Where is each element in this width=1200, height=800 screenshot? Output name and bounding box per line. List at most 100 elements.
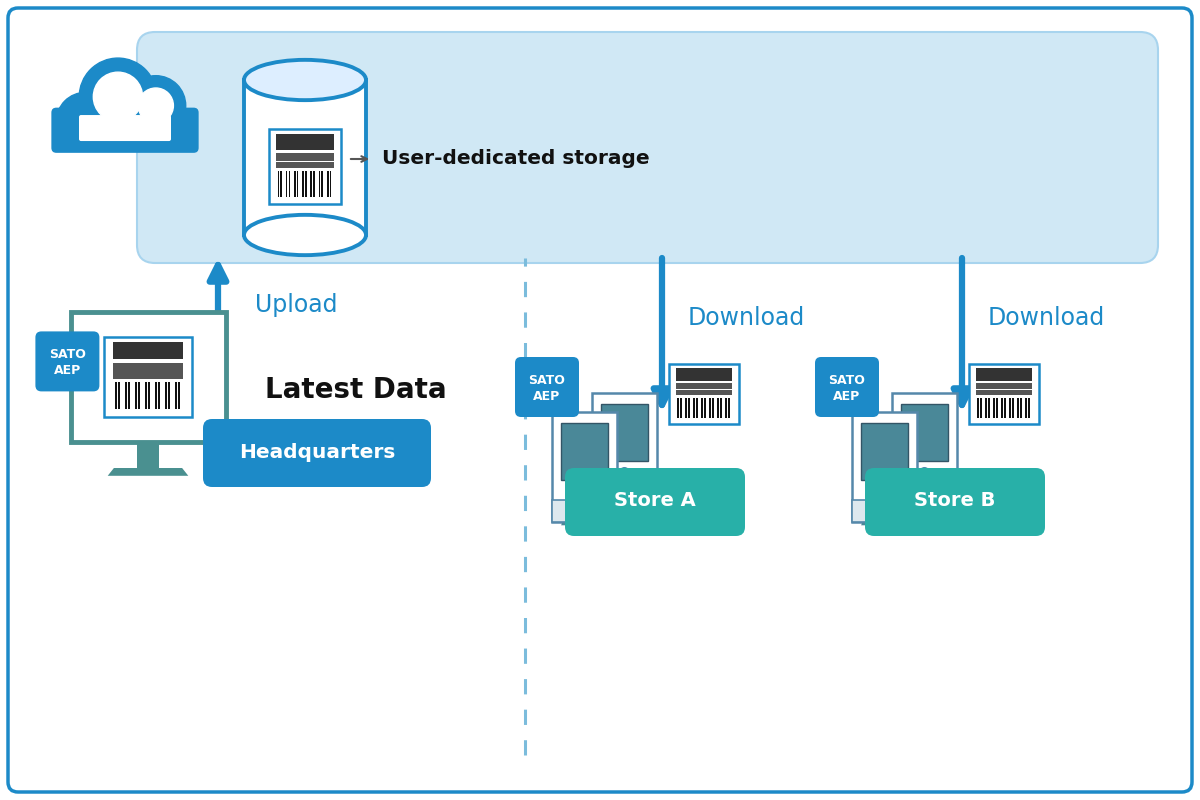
Polygon shape [676, 383, 732, 390]
FancyBboxPatch shape [203, 419, 431, 487]
Polygon shape [1009, 398, 1010, 418]
Polygon shape [277, 171, 280, 197]
Polygon shape [725, 398, 727, 418]
Polygon shape [302, 171, 304, 197]
Polygon shape [276, 134, 334, 150]
Polygon shape [680, 398, 682, 418]
Circle shape [56, 93, 114, 150]
Polygon shape [294, 171, 295, 197]
FancyBboxPatch shape [35, 331, 100, 391]
Polygon shape [980, 398, 982, 418]
Polygon shape [685, 398, 686, 418]
Polygon shape [281, 171, 282, 197]
Polygon shape [696, 398, 697, 418]
FancyBboxPatch shape [79, 115, 172, 141]
Polygon shape [552, 500, 617, 522]
Polygon shape [175, 382, 176, 409]
Polygon shape [852, 500, 917, 522]
Polygon shape [155, 382, 157, 409]
Text: Store A: Store A [614, 491, 696, 510]
Polygon shape [1018, 398, 1019, 418]
Polygon shape [134, 382, 137, 409]
Circle shape [94, 72, 143, 122]
Circle shape [880, 486, 889, 496]
Polygon shape [313, 171, 314, 197]
Circle shape [138, 88, 174, 123]
FancyBboxPatch shape [8, 8, 1192, 792]
Polygon shape [704, 398, 706, 418]
Polygon shape [164, 382, 167, 409]
Ellipse shape [244, 215, 366, 255]
Polygon shape [592, 481, 658, 503]
Polygon shape [994, 398, 995, 418]
Polygon shape [701, 398, 703, 418]
Polygon shape [113, 371, 184, 378]
Polygon shape [985, 398, 986, 418]
Polygon shape [728, 398, 730, 418]
FancyBboxPatch shape [515, 357, 580, 417]
Polygon shape [976, 390, 1032, 395]
FancyBboxPatch shape [71, 312, 226, 442]
Polygon shape [892, 481, 958, 503]
Polygon shape [600, 522, 608, 526]
Polygon shape [244, 80, 366, 235]
Polygon shape [322, 171, 323, 197]
Polygon shape [1001, 398, 1003, 418]
FancyBboxPatch shape [52, 108, 199, 153]
Polygon shape [1004, 398, 1006, 418]
Polygon shape [976, 368, 1032, 381]
Polygon shape [137, 442, 158, 468]
FancyBboxPatch shape [104, 337, 192, 417]
FancyBboxPatch shape [815, 357, 878, 417]
Polygon shape [677, 398, 679, 418]
Polygon shape [601, 503, 608, 506]
Text: Download: Download [988, 306, 1105, 330]
Polygon shape [125, 382, 126, 409]
Polygon shape [138, 382, 140, 409]
Polygon shape [901, 404, 948, 462]
Text: AEP: AEP [54, 365, 82, 378]
Text: Download: Download [688, 306, 805, 330]
Polygon shape [712, 398, 714, 418]
Polygon shape [718, 398, 719, 418]
Polygon shape [900, 522, 908, 526]
Polygon shape [113, 342, 184, 359]
FancyBboxPatch shape [865, 468, 1045, 536]
Polygon shape [562, 522, 569, 526]
Text: AEP: AEP [833, 390, 860, 403]
Text: Latest Data: Latest Data [265, 376, 446, 404]
Polygon shape [709, 398, 710, 418]
Polygon shape [276, 162, 334, 168]
Polygon shape [676, 368, 732, 381]
Polygon shape [976, 383, 1032, 390]
Polygon shape [145, 382, 146, 409]
Polygon shape [108, 468, 188, 476]
Polygon shape [940, 503, 948, 506]
Polygon shape [114, 382, 116, 409]
FancyBboxPatch shape [970, 364, 1039, 424]
Polygon shape [562, 422, 608, 480]
FancyBboxPatch shape [269, 130, 341, 204]
Polygon shape [330, 171, 331, 197]
Circle shape [580, 486, 589, 496]
Polygon shape [676, 390, 732, 395]
Polygon shape [319, 171, 320, 197]
Polygon shape [552, 412, 617, 522]
Polygon shape [128, 382, 130, 409]
Text: SATO: SATO [828, 374, 865, 386]
Polygon shape [640, 503, 648, 506]
Text: Store B: Store B [914, 491, 996, 510]
Text: Upload: Upload [254, 293, 337, 317]
Polygon shape [862, 522, 869, 526]
Circle shape [920, 468, 929, 477]
Circle shape [79, 58, 157, 135]
Polygon shape [1028, 398, 1030, 418]
Polygon shape [694, 398, 695, 418]
Circle shape [620, 468, 629, 477]
Text: User-dedicated storage: User-dedicated storage [382, 150, 649, 169]
Polygon shape [311, 171, 312, 197]
Polygon shape [326, 171, 329, 197]
Text: SATO: SATO [49, 348, 86, 361]
Text: SATO: SATO [528, 374, 565, 386]
Polygon shape [892, 393, 958, 503]
